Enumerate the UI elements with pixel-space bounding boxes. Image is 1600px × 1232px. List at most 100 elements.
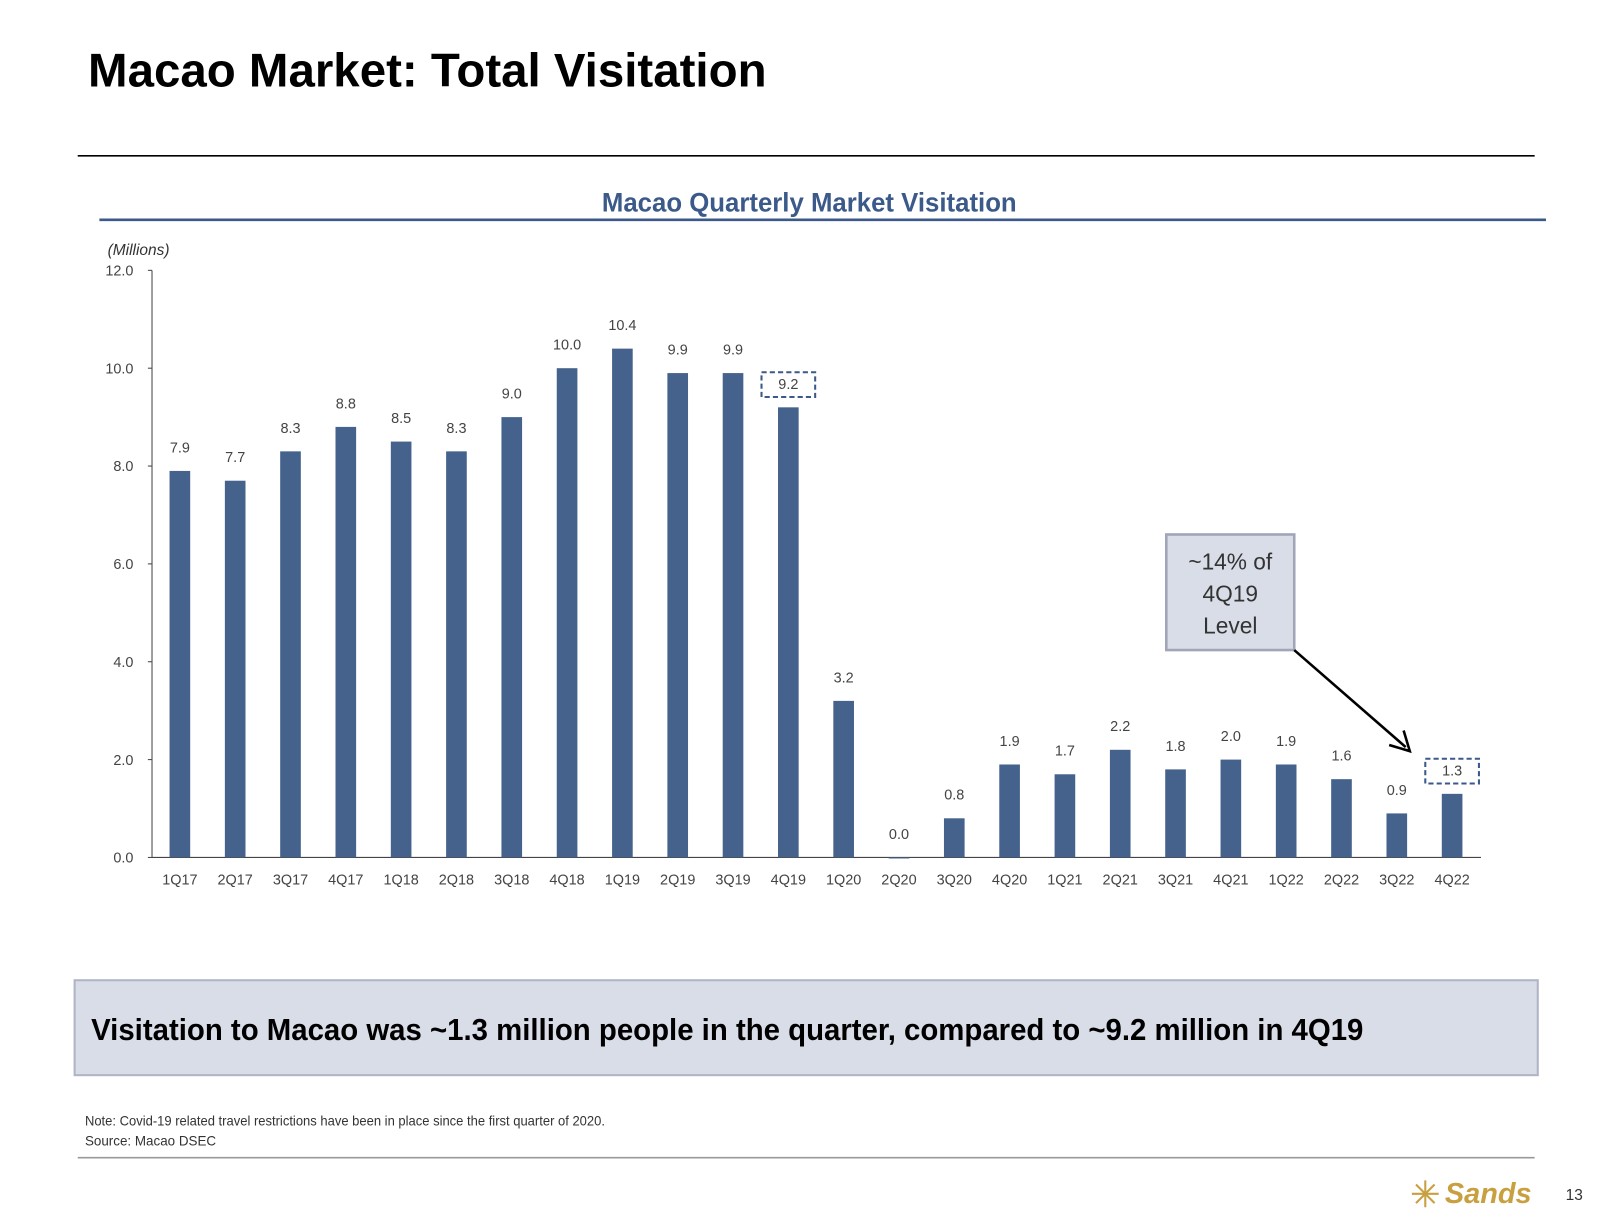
value-label: 9.2	[778, 377, 798, 393]
annotation-box	[1165, 533, 1296, 652]
bar	[1275, 764, 1297, 858]
bar	[169, 470, 191, 858]
x-tick-label: 2Q17	[218, 872, 253, 888]
value-label: 0.0	[889, 827, 909, 843]
y-tick-label: 6.0	[113, 557, 133, 573]
bar	[1441, 793, 1463, 858]
bar	[1331, 779, 1352, 858]
callout-box	[73, 979, 1539, 1077]
y-tick-label: 4.0	[113, 655, 133, 671]
x-tick-label: 1Q18	[383, 872, 418, 888]
value-label: 1.3	[1442, 763, 1462, 779]
bar	[999, 764, 1020, 858]
bar	[224, 480, 246, 858]
bar	[501, 417, 523, 858]
value-label: 1.7	[1055, 744, 1075, 760]
annotation-line: Level	[1203, 613, 1257, 639]
value-label: 1.6	[1331, 749, 1351, 765]
page-number: 13	[1566, 1187, 1583, 1204]
x-tick-label: 3Q22	[1379, 872, 1414, 888]
bar	[722, 373, 744, 858]
x-tick-label: 4Q22	[1434, 872, 1469, 888]
value-label: 0.9	[1387, 783, 1407, 799]
x-tick-label: 2Q18	[439, 872, 474, 888]
x-tick-label: 1Q19	[605, 872, 640, 888]
value-label: 7.9	[170, 440, 190, 456]
annotation: ~14% of 4Q19 Level	[1188, 549, 1273, 639]
x-tick-label: 3Q17	[273, 872, 308, 888]
bar	[1165, 769, 1186, 858]
x-tick-label: 3Q21	[1158, 872, 1193, 888]
bar	[390, 441, 412, 858]
y-axis-label: (Millions)	[108, 242, 170, 259]
value-label: 9.0	[502, 387, 522, 403]
x-tick-label: 1Q20	[826, 872, 861, 888]
chart-title: Macao Quarterly Market Visitation	[602, 188, 1017, 218]
highlight-box	[760, 371, 817, 399]
x-tick-label: 3Q18	[494, 872, 529, 888]
bar	[1220, 759, 1242, 858]
x-tick-label: 1Q22	[1269, 872, 1304, 888]
value-label: 8.3	[446, 421, 466, 437]
bar	[335, 426, 357, 858]
bar	[778, 407, 799, 858]
y-tick-label: 2.0	[113, 753, 133, 769]
bar	[556, 368, 578, 858]
plot: 0.0 2.0 4.0 6.0 8.0 10.0 12.0 1Q17 7.9 2Q17 7.7 3Q1…	[105, 263, 1480, 888]
bar	[1109, 749, 1131, 858]
logo: Sands	[1445, 1178, 1532, 1210]
note: Note: Covid-19 related travel restrictio…	[85, 1114, 605, 1129]
x-tick-label: 3Q19	[715, 872, 750, 888]
value-label: 8.3	[280, 421, 300, 437]
logo-mark	[1411, 1180, 1439, 1208]
callout: Visitation to Macao was ~1.3 million peo…	[91, 1012, 1363, 1047]
x-tick-label: 2Q22	[1324, 872, 1359, 888]
bar	[833, 700, 854, 858]
bar	[612, 348, 633, 858]
value-label: 1.9	[1000, 734, 1020, 750]
value-label: 1.9	[1276, 734, 1296, 750]
x-tick-label: 4Q20	[992, 872, 1027, 888]
value-label: 7.7	[225, 450, 245, 466]
annotation-arrow	[1293, 649, 1407, 749]
bar	[280, 451, 301, 858]
value-label: 10.4	[608, 318, 636, 334]
y-tick-label: 10.0	[105, 361, 133, 377]
bar	[1054, 774, 1076, 858]
arrow-head	[1388, 730, 1412, 754]
value-label: 10.0	[553, 338, 581, 354]
x-tick-label: 2Q20	[881, 872, 916, 888]
x-tick-label: 1Q17	[162, 872, 197, 888]
value-label: 2.2	[1110, 719, 1130, 735]
value-label: 8.8	[336, 396, 356, 412]
annotation-line: 4Q19	[1203, 581, 1259, 607]
value-label: 9.9	[668, 343, 688, 359]
value-label: 1.8	[1166, 739, 1186, 755]
value-label: 3.2	[834, 670, 854, 686]
x-tick-label: 3Q20	[937, 872, 972, 888]
value-label: 2.0	[1221, 729, 1241, 745]
bar	[888, 857, 910, 859]
annotation-line: ~14% of	[1188, 549, 1273, 575]
x-tick-label: 4Q19	[771, 872, 806, 888]
x-tick-label: 4Q17	[328, 872, 363, 888]
bar	[943, 818, 965, 858]
slide-title: Macao Market: Total Visitation	[88, 45, 767, 98]
bar	[1386, 813, 1408, 858]
y-tick-label: 12.0	[105, 263, 133, 279]
y-tick-label: 0.0	[113, 851, 133, 867]
highlight-box	[1424, 757, 1480, 785]
source: Source: Macao DSEC	[85, 1133, 216, 1148]
y-tick-label: 8.0	[113, 459, 133, 475]
bar	[446, 451, 467, 858]
value-label: 9.9	[723, 343, 743, 359]
x-tick-label: 2Q19	[660, 872, 695, 888]
x-tick-label: 1Q21	[1047, 872, 1082, 888]
x-tick-label: 2Q21	[1103, 872, 1138, 888]
value-label: 0.8	[944, 788, 964, 804]
value-label: 8.5	[391, 411, 411, 427]
x-tick-label: 4Q18	[549, 872, 584, 888]
bar	[667, 373, 689, 858]
